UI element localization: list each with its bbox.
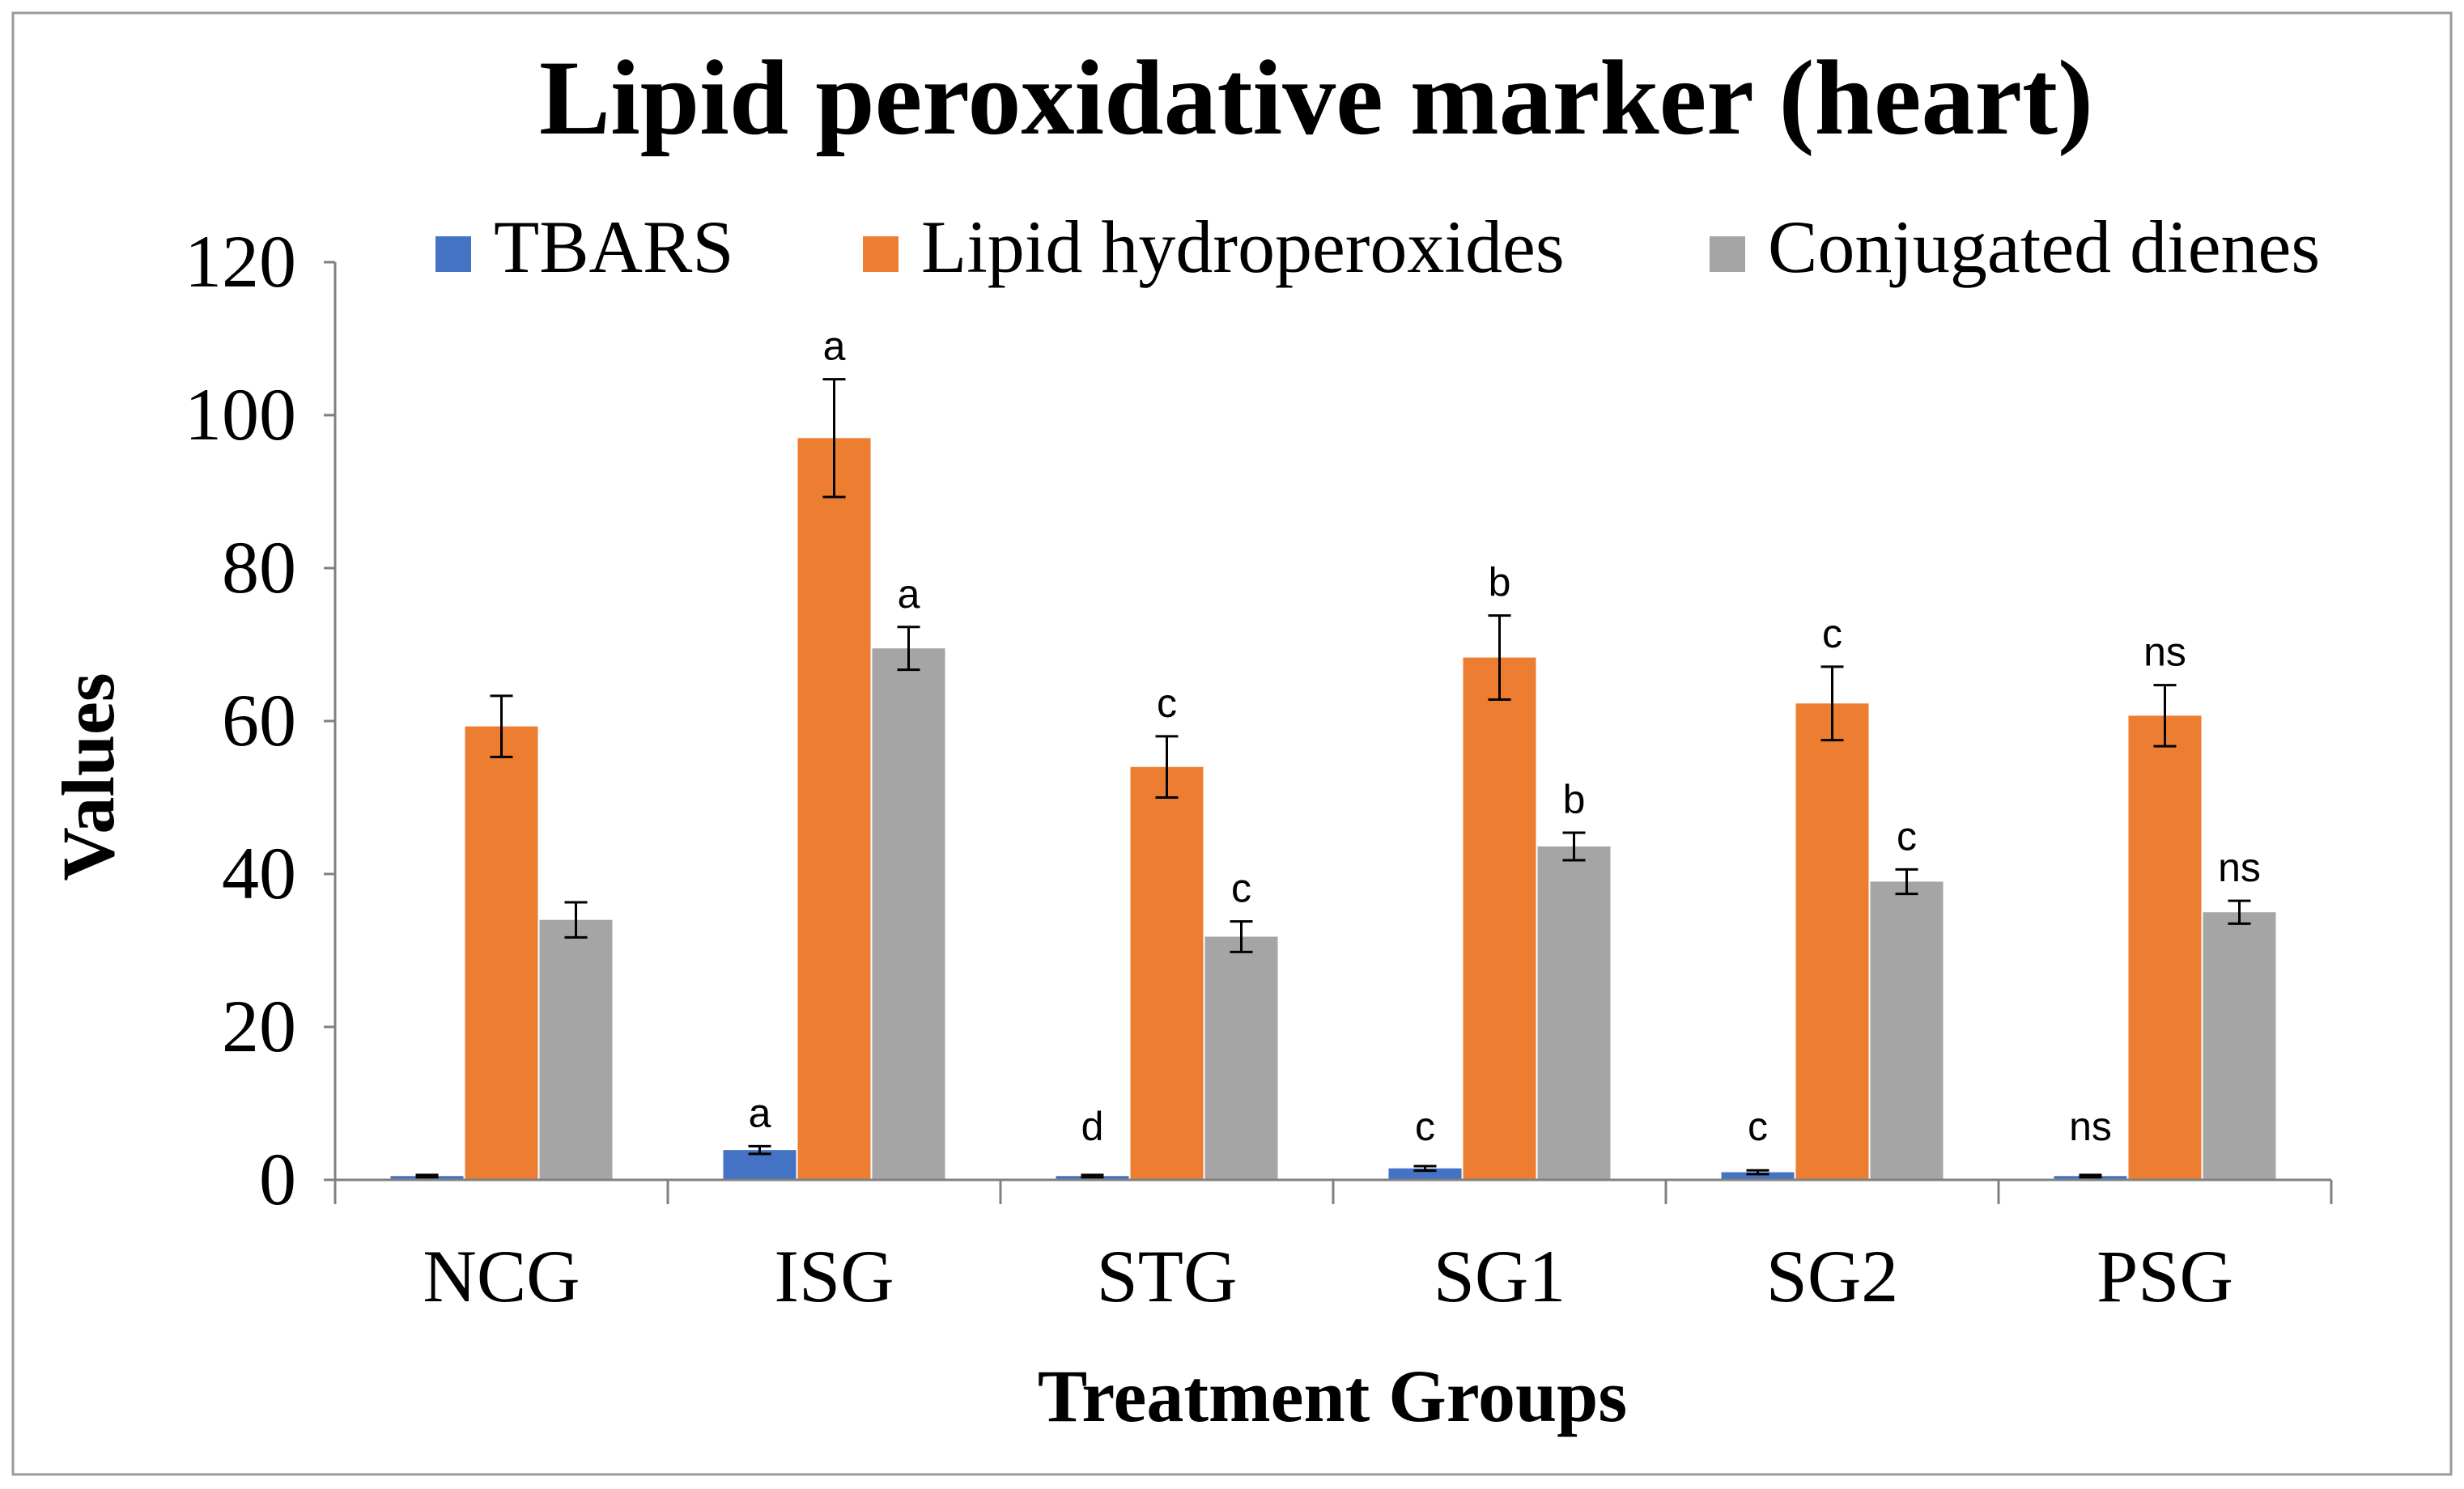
bar bbox=[465, 726, 538, 1180]
data-label: d bbox=[1081, 1104, 1104, 1149]
data-label: b bbox=[1563, 777, 1586, 822]
bar bbox=[797, 438, 871, 1180]
legend-label: Lipid hydroperoxides bbox=[921, 206, 1565, 288]
legend-label: Conjugated dienes bbox=[1768, 206, 2320, 288]
y-tick-label: 100 bbox=[185, 373, 296, 456]
data-label: a bbox=[898, 571, 920, 617]
data-label: c bbox=[1157, 681, 1177, 726]
y-tick-label: 120 bbox=[185, 220, 296, 303]
chart-border bbox=[11, 11, 2453, 1476]
legend: TBARS Lipid hydroperoxides Conjugated dien… bbox=[435, 206, 2320, 288]
y-tick-label: 80 bbox=[222, 526, 296, 609]
x-axis-label: Treatment Groups bbox=[1038, 1355, 1627, 1437]
x-tick-label: ISG bbox=[774, 1235, 894, 1317]
data-label: c bbox=[1897, 813, 1917, 859]
y-tick-label: 40 bbox=[222, 832, 296, 914]
bar bbox=[1463, 657, 1536, 1180]
legend-swatch bbox=[1710, 236, 1745, 272]
x-tick-label: SG2 bbox=[1766, 1235, 1899, 1317]
bar bbox=[1388, 1168, 1462, 1180]
data-label: a bbox=[749, 1090, 771, 1135]
bar bbox=[2203, 912, 2276, 1180]
x-tick-label: NCG bbox=[423, 1235, 580, 1317]
data-label: ns bbox=[2069, 1104, 2112, 1149]
legend-swatch bbox=[863, 236, 899, 272]
y-axis-label: Values bbox=[47, 672, 130, 880]
bar bbox=[1795, 703, 1869, 1180]
data-label: b bbox=[1489, 560, 1511, 605]
data-label: ns bbox=[2218, 845, 2261, 890]
data-label: ns bbox=[2143, 630, 2186, 675]
y-tick-label: 60 bbox=[222, 679, 296, 761]
bar bbox=[1204, 936, 1278, 1180]
x-tick-label: PSG bbox=[2097, 1235, 2233, 1317]
x-tick-label: SG1 bbox=[1434, 1235, 1566, 1317]
bar bbox=[872, 648, 945, 1180]
y-axis-ticks: 0 20 40 60 80 100 120 bbox=[185, 220, 335, 1220]
legend-swatch bbox=[435, 236, 471, 272]
bar bbox=[1870, 881, 1944, 1180]
bar bbox=[1721, 1172, 1795, 1180]
bar bbox=[2128, 715, 2202, 1180]
data-label: c bbox=[1231, 866, 1251, 911]
chart-title: Lipid peroxidative marker (heart) bbox=[539, 38, 2093, 157]
bar bbox=[1537, 846, 1611, 1180]
bar bbox=[539, 919, 613, 1180]
bar bbox=[1130, 766, 1204, 1180]
x-axis-ticks: NCG ISG STG SG1 SG2 PSG bbox=[333, 1180, 2333, 1317]
data-label: a bbox=[823, 324, 846, 369]
legend-label: TBARS bbox=[494, 206, 734, 288]
x-tick-label: STG bbox=[1097, 1235, 1238, 1317]
y-tick-label: 20 bbox=[222, 985, 296, 1067]
bars: a a a d c c c b b c c c ns ns ns bbox=[390, 324, 2276, 1180]
data-label: c bbox=[1822, 611, 1842, 656]
data-label: c bbox=[1415, 1104, 1435, 1149]
y-tick-label: 0 bbox=[259, 1138, 296, 1220]
data-label: c bbox=[1748, 1104, 1768, 1149]
